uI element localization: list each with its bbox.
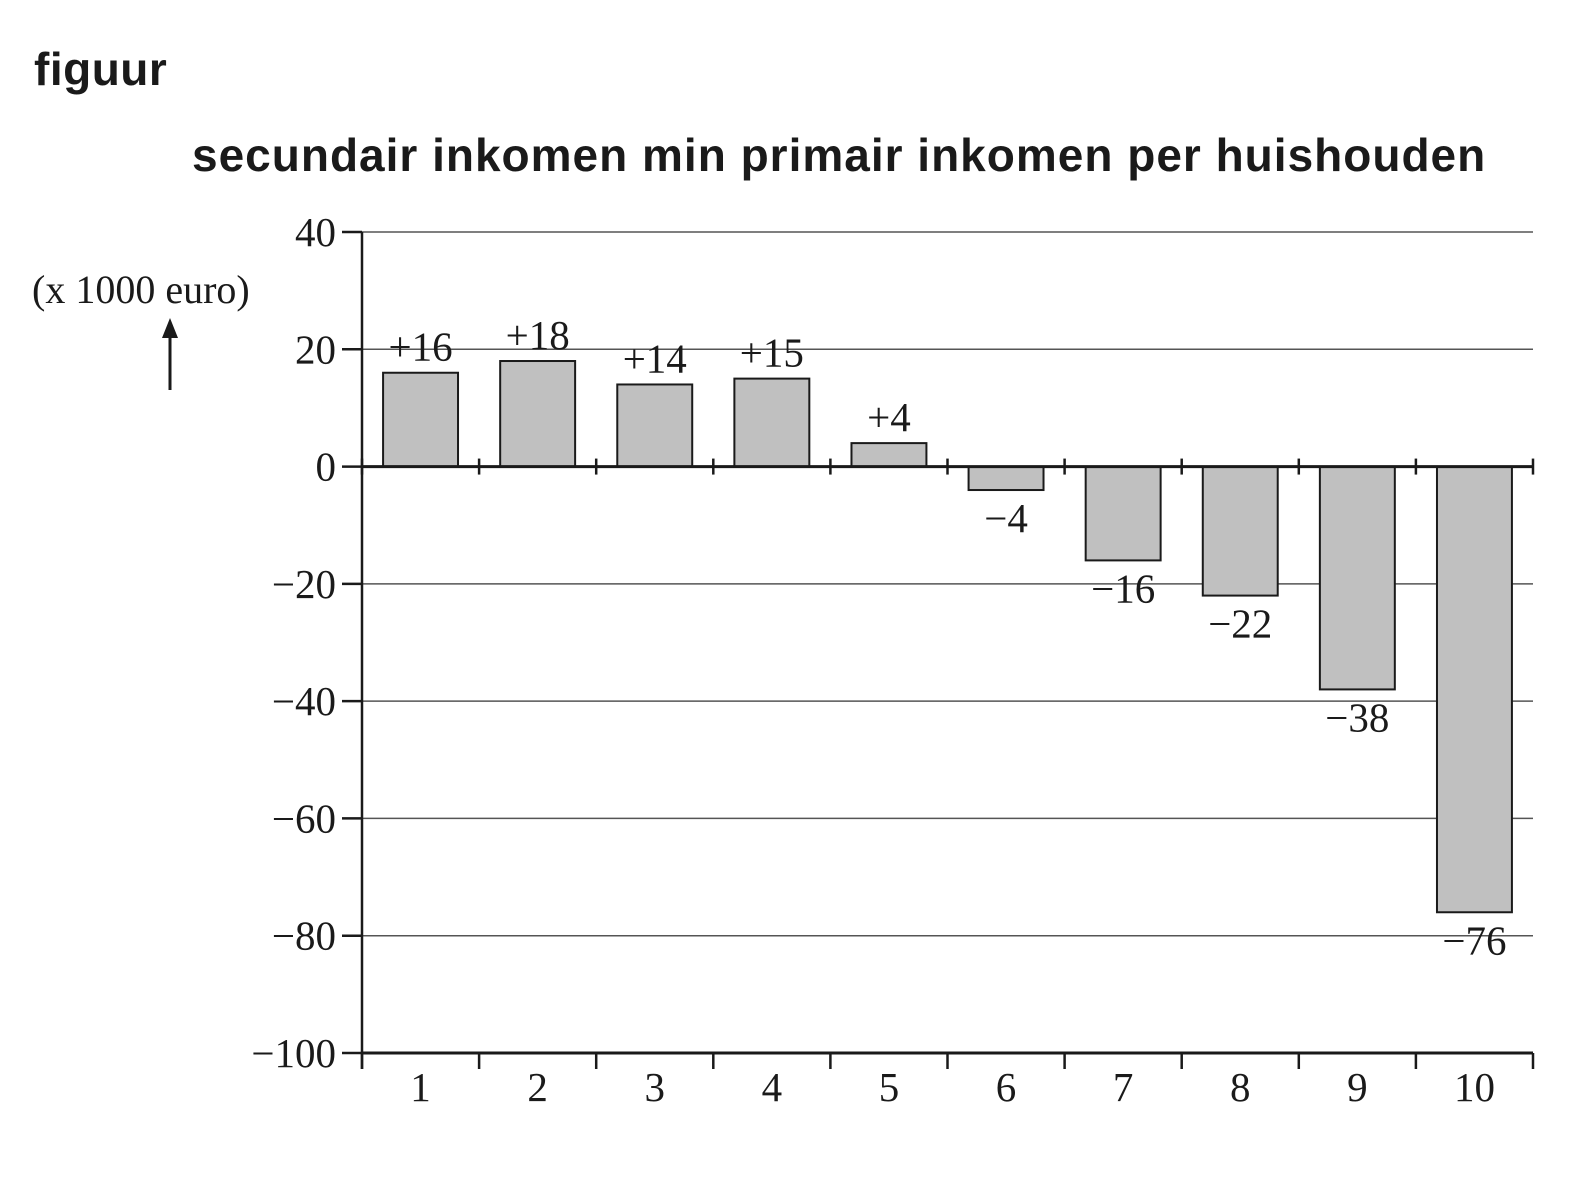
y-tick-label: −60	[272, 795, 336, 841]
bars	[382, 360, 1513, 914]
x-tick-label: 2	[527, 1064, 548, 1110]
data-label: +16	[388, 324, 452, 370]
bar	[733, 377, 811, 468]
data-label: −76	[1442, 917, 1506, 963]
x-tick-label: 8	[1230, 1064, 1251, 1110]
figure-label: figuur	[34, 43, 168, 95]
y-axis-unit-label: (x 1000 euro)	[32, 267, 250, 312]
x-tick-label: 1	[410, 1064, 431, 1110]
bar	[1435, 465, 1513, 914]
chart-title: secundair inkomen min primair inkomen pe…	[192, 129, 1487, 181]
data-label: −16	[1091, 565, 1155, 611]
y-tick-label: −20	[272, 561, 336, 607]
x-tick-label: 4	[762, 1064, 783, 1110]
bar	[499, 360, 577, 468]
x-tick-label: 5	[879, 1064, 900, 1110]
data-label: +18	[506, 312, 570, 358]
bar	[382, 371, 460, 468]
y-tick-label: −100	[251, 1030, 336, 1076]
axes: 40 20 0 −20 −40 −60 −80 −100 1 2 3 4 5 6 7 8 9 10	[251, 209, 1535, 1110]
data-labels: +16 +18 +14 +15 +4 −4 −16 −22 −38 −76	[388, 312, 1506, 963]
bar	[1318, 465, 1396, 691]
bar	[1084, 465, 1162, 562]
bar	[850, 442, 928, 468]
y-tick-label: 40	[295, 209, 336, 255]
data-label: −38	[1325, 694, 1389, 740]
data-label: −4	[984, 495, 1028, 541]
data-label: +4	[867, 394, 911, 440]
x-tick-label: 10	[1454, 1064, 1495, 1110]
x-tick-label: 7	[1113, 1064, 1134, 1110]
y-tick-label: 20	[295, 326, 336, 372]
bar	[1201, 465, 1279, 597]
data-label: +14	[623, 335, 687, 381]
data-label: −22	[1208, 601, 1272, 647]
x-tick-label: 9	[1347, 1064, 1368, 1110]
y-axis-up-arrow-head-icon	[162, 318, 178, 338]
y-tick-label: −40	[272, 678, 336, 724]
bar	[616, 383, 694, 468]
y-tick-label: −80	[272, 913, 336, 959]
y-tick-label: 0	[316, 444, 337, 490]
bar	[967, 465, 1045, 492]
data-label: +15	[740, 330, 804, 376]
x-tick-label: 3	[645, 1064, 666, 1110]
x-tick-label: 6	[996, 1064, 1017, 1110]
